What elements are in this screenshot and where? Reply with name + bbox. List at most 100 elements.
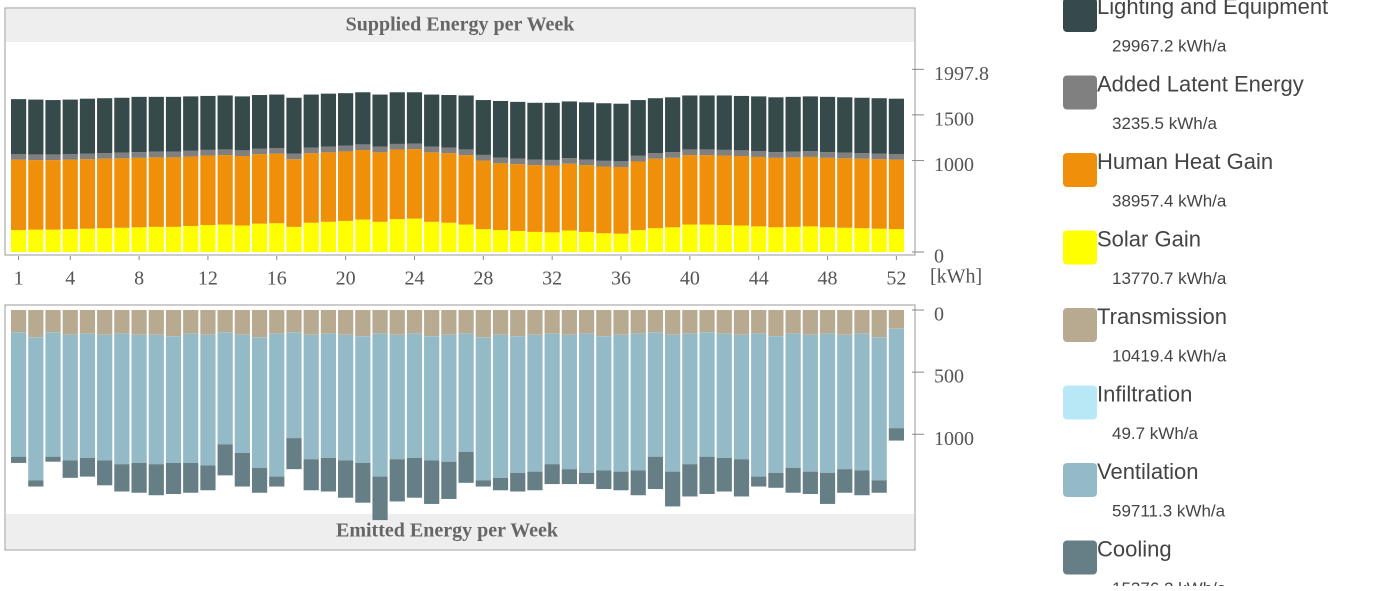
bar-segment: [820, 473, 835, 504]
bar-segment: [596, 470, 611, 489]
bar-segment: [183, 226, 198, 252]
bar-segment: [269, 95, 284, 148]
bar-segment: [304, 148, 319, 154]
bar-segment: [11, 457, 26, 463]
y-tick-label: 1997.8: [934, 63, 989, 85]
bar-segment: [338, 93, 353, 146]
bar-segment: [579, 165, 594, 232]
bar-segment: [545, 310, 560, 334]
bar-segment: [579, 310, 594, 334]
bar-segment: [889, 229, 904, 252]
bar-segment: [218, 310, 233, 332]
bar-segment: [11, 310, 26, 332]
bar-segment: [424, 152, 439, 221]
bar-segment: [545, 232, 560, 252]
bar-segment: [321, 222, 336, 252]
bar-segment: [131, 152, 146, 158]
bar-segment: [803, 157, 818, 226]
bar-segment: [786, 334, 801, 468]
bar-segment: [97, 228, 112, 252]
x-tick-label: 28: [473, 268, 493, 290]
bar-segment: [459, 225, 474, 252]
x-tick-label: 24: [404, 268, 424, 290]
bar-segment: [218, 225, 233, 252]
bar-segment: [45, 154, 60, 160]
bar-segment: [699, 457, 714, 494]
bar-segment: [63, 154, 78, 160]
bar-segment: [699, 155, 714, 224]
bar-segment: [28, 100, 43, 155]
bar-segment: [768, 97, 783, 152]
bar-segment: [424, 147, 439, 153]
bar-segment: [459, 452, 474, 483]
bar-segment: [372, 334, 387, 477]
chart-title: Emitted Energy per Week: [336, 520, 559, 542]
bar-segment: [269, 148, 284, 154]
legend-label: Human Heat Gain: [1097, 149, 1273, 174]
bar-segment: [28, 310, 43, 337]
bar-segment: [613, 472, 628, 491]
bar-segment: [183, 334, 198, 463]
bar-segment: [751, 310, 766, 334]
bar-segment: [149, 157, 164, 226]
bar-segment: [252, 154, 267, 223]
bar-segment: [820, 158, 835, 227]
bar-segment: [527, 310, 542, 335]
y-tick-label: 1000: [934, 428, 974, 450]
bar-segment: [441, 95, 456, 148]
bar-segment: [424, 460, 439, 503]
bar-segment: [665, 472, 680, 507]
bar-segment: [682, 334, 697, 464]
bar-segment: [665, 158, 680, 227]
bar-segment: [510, 102, 525, 159]
bar-segment: [854, 159, 869, 228]
bar-segment: [854, 98, 869, 153]
legend-total: 49.7 kWh/a: [1112, 424, 1199, 443]
bar-segment: [441, 148, 456, 154]
bar-segment: [889, 160, 904, 229]
bar-segment: [114, 310, 129, 334]
bar-segment: [751, 96, 766, 151]
bar-segment: [131, 227, 146, 252]
bar-segment: [631, 470, 646, 495]
bar-segment: [596, 167, 611, 234]
bar-segment: [80, 229, 95, 252]
bar-segment: [648, 332, 663, 456]
bar-segment: [390, 459, 405, 501]
bar-segment: [579, 334, 594, 473]
bar-segment: [355, 144, 370, 150]
bar-segment: [149, 310, 164, 335]
bar-segment: [648, 98, 663, 153]
bar-segment: [166, 157, 181, 226]
bar-segment: [407, 458, 422, 498]
bar-segment: [699, 149, 714, 155]
bar-segment: [648, 159, 663, 228]
bar-segment: [372, 95, 387, 147]
bar-segment: [854, 153, 869, 159]
legend-swatch: [1063, 0, 1097, 32]
chart-title: Supplied Energy per Week: [346, 14, 576, 36]
bar-segment: [183, 156, 198, 225]
bar-segment: [97, 310, 112, 335]
bar-segment: [252, 337, 267, 467]
bar-segment: [424, 95, 439, 147]
bar-segment: [286, 154, 301, 160]
bar-segment: [837, 158, 852, 227]
bar-segment: [734, 335, 749, 459]
bar-segment: [562, 101, 577, 158]
bar-segment: [682, 155, 697, 224]
bar-segment: [872, 159, 887, 228]
bar-segment: [803, 310, 818, 335]
bar-segment: [235, 453, 250, 487]
x-tick-label: 36: [611, 268, 631, 290]
bar-segment: [476, 155, 491, 161]
bar-segment: [149, 227, 164, 252]
legend-swatch: [1063, 153, 1097, 187]
bar-segment: [149, 152, 164, 158]
bar-segment: [28, 154, 43, 160]
bar-segment: [562, 158, 577, 164]
bar-segment: [786, 157, 801, 226]
bar-segment: [699, 95, 714, 149]
bar-segment: [699, 225, 714, 252]
bar-segment: [407, 149, 422, 218]
